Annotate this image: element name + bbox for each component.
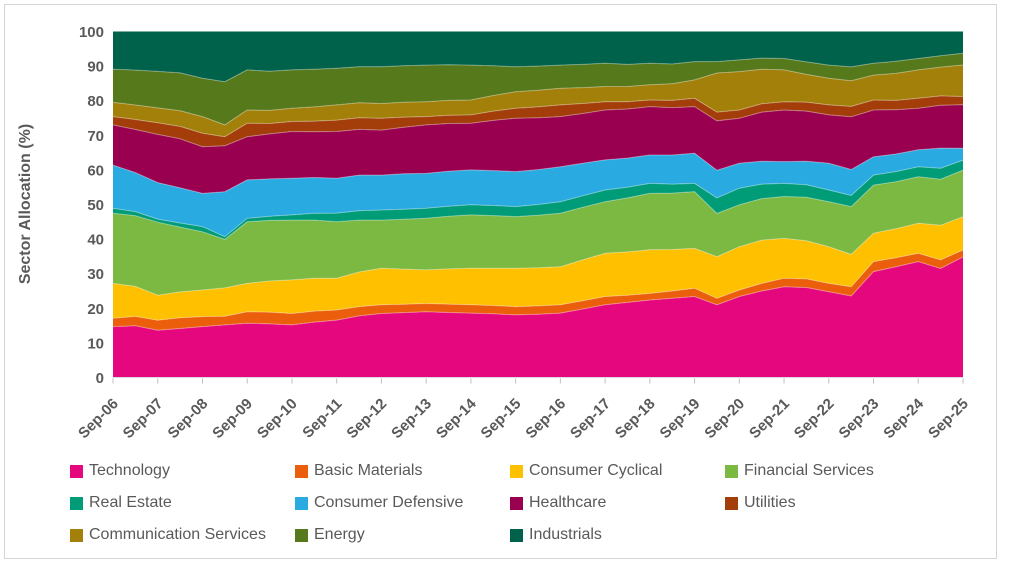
legend-label: Real Estate	[89, 494, 172, 511]
x-tick-label: Sep-25	[925, 395, 972, 442]
area-financial-services	[113, 170, 963, 296]
legend-item-real-estate: Real Estate	[70, 493, 295, 513]
x-tick-label: Sep-10	[254, 395, 301, 442]
legend-swatch-utilities	[725, 496, 738, 510]
legend-item-utilities: Utilities	[725, 493, 874, 513]
legend-swatch-industrials	[510, 528, 523, 542]
legend-label: Consumer Defensive	[314, 494, 464, 511]
area-basic-materials	[113, 250, 963, 331]
band-boundary	[112, 147, 964, 194]
legend-item-communication-services: Communication Services	[70, 525, 295, 545]
y-tick-label: 60	[87, 162, 104, 179]
band-boundary	[112, 169, 964, 240]
area-technology	[113, 256, 963, 378]
x-tick-label: Sep-07	[120, 395, 167, 442]
y-tick-label: 80	[87, 93, 104, 110]
legend-label: Utilities	[744, 494, 796, 511]
y-tick-label: 70	[87, 128, 104, 145]
band-boundary	[112, 216, 964, 296]
legend-item-financial-services: Financial Services	[725, 461, 874, 481]
chart-canvas: 0 10 20 30 40 50 60 70 80 90 100 Sep-06Sep-07Sep-08…	[17, 24, 972, 442]
band-boundary	[112, 64, 964, 126]
x-tick-label: Sep-16	[522, 395, 569, 442]
legend-label: Financial Services	[744, 462, 874, 479]
x-tick-label: Sep-06	[75, 395, 122, 442]
x-tick-label: Sep-13	[388, 395, 435, 442]
x-tick-label: Sep-12	[343, 395, 390, 442]
legend-label: Energy	[314, 526, 365, 543]
legend-item-basic-materials: Basic Materials	[295, 461, 510, 481]
legend-swatch-consumer-defensive	[295, 496, 308, 510]
area-communication-services	[113, 65, 963, 137]
legend-swatch-basic-materials	[295, 464, 308, 478]
legend-label: Communication Services	[89, 526, 266, 543]
x-tick-label: Sep-24	[880, 395, 927, 442]
legend-label: Healthcare	[529, 494, 607, 511]
legend-item-consumer-defensive: Consumer Defensive	[295, 493, 510, 513]
area-healthcare	[113, 104, 963, 194]
legend-swatch-financial-services	[725, 464, 738, 478]
x-tick-label: Sep-11	[299, 395, 345, 441]
legend-label: Industrials	[529, 526, 602, 543]
x-tick-label: Sep-18	[612, 395, 659, 442]
y-tick-label: 30	[87, 266, 104, 283]
legend-item-industrials: Industrials	[510, 525, 725, 545]
legend-label: Technology	[89, 462, 170, 479]
area-industrials	[113, 31, 963, 82]
x-tick-label: Sep-09	[209, 395, 256, 442]
legend-swatch-energy	[295, 528, 308, 542]
x-tick-label: Sep-08	[165, 395, 212, 442]
legend-swatch-technology	[70, 464, 83, 478]
band-boundary	[112, 52, 964, 83]
legend-swatch-healthcare	[510, 496, 523, 510]
band-boundary	[112, 95, 964, 138]
x-tick-label: Sep-21	[746, 395, 793, 442]
legend-item-consumer-cyclical: Consumer Cyclical	[510, 461, 725, 481]
x-tick-label: Sep-22	[791, 395, 838, 442]
area-consumer-cyclical	[113, 216, 963, 321]
y-tick-label: 100	[79, 24, 104, 41]
band-boundary	[112, 249, 964, 321]
chart-legend: Technology Basic Materials Consumer Cyclic…	[70, 461, 874, 545]
y-tick-label: 40	[87, 232, 104, 249]
x-tick-label: Sep-20	[701, 395, 748, 442]
band-boundary	[112, 104, 964, 148]
y-tick-label: 50	[87, 197, 104, 214]
band-boundary	[112, 256, 964, 331]
y-tick-label: 0	[96, 370, 104, 387]
legend-swatch-real-estate	[70, 496, 83, 510]
legend-item-technology: Technology	[70, 461, 295, 481]
x-tick-label: Sep-23	[836, 395, 883, 442]
y-axis-title: Sector Allocation (%)	[17, 124, 34, 284]
area-real-estate	[113, 160, 963, 240]
x-tick-label: Sep-19	[657, 395, 704, 442]
stacked-areas	[112, 31, 964, 378]
y-tick-label: 20	[87, 301, 104, 318]
y-tick-label: 10	[87, 335, 104, 352]
x-tick-label: Sep-15	[478, 395, 525, 442]
band-boundary	[112, 159, 964, 238]
area-energy	[113, 53, 963, 125]
legend-label: Consumer Cyclical	[529, 462, 663, 479]
legend-item-energy: Energy	[295, 525, 510, 545]
legend-item-healthcare: Healthcare	[510, 493, 725, 513]
legend-swatch-communication-services	[70, 528, 83, 542]
x-tick-label: Sep-14	[433, 395, 480, 442]
y-tick-label: 90	[87, 59, 104, 76]
legend-swatch-consumer-cyclical	[510, 464, 523, 478]
area-consumer-defensive	[113, 148, 963, 237]
area-utilities	[113, 95, 963, 147]
legend-label: Basic Materials	[314, 462, 423, 479]
x-tick-label: Sep-17	[567, 395, 614, 442]
